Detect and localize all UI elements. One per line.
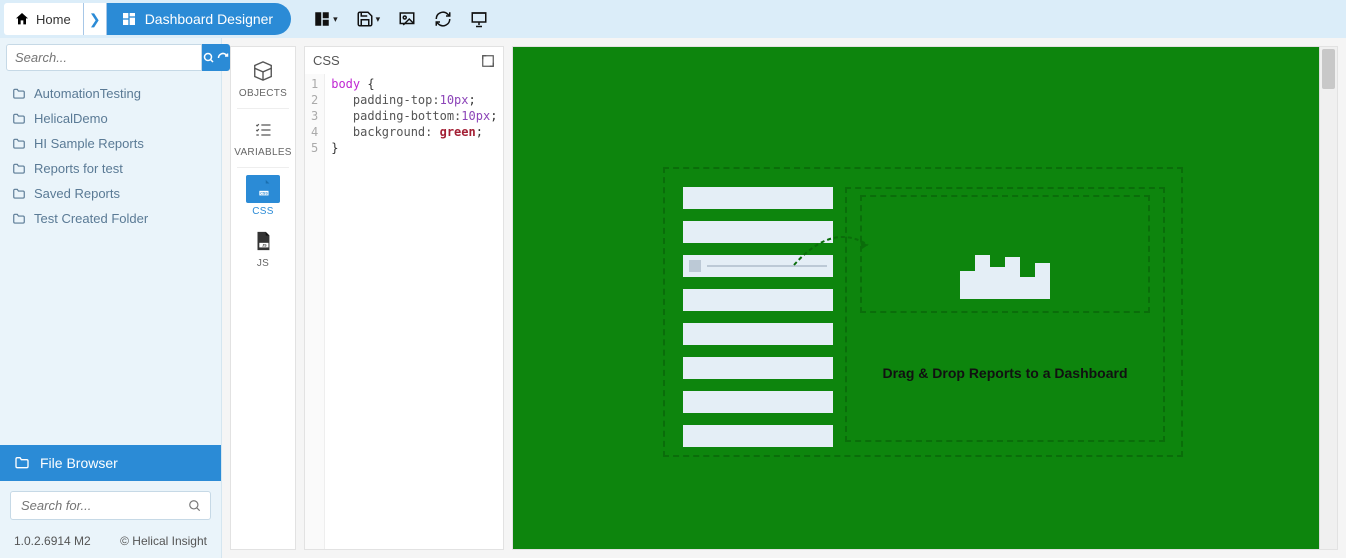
folder-icon	[12, 87, 26, 101]
tool-column: OBJECTS VARIABLES CSS CSS JS JS	[230, 46, 296, 550]
refresh-icon	[434, 10, 452, 28]
sidebar: AutomationTesting HelicalDemo HI Sample …	[0, 38, 222, 558]
folder-icon	[12, 212, 26, 226]
scrollbar-thumb[interactable]	[1322, 49, 1335, 89]
file-browser-label: File Browser	[40, 455, 118, 471]
chart-placeholder	[860, 195, 1150, 313]
editor-title: CSS	[313, 53, 340, 68]
folder-label: HI Sample Reports	[34, 136, 144, 151]
version-label: 1.0.2.6914 M2	[14, 534, 91, 548]
image-icon	[398, 10, 416, 28]
maximize-icon[interactable]	[481, 54, 495, 68]
css-tool[interactable]: CSS CSS	[231, 171, 295, 223]
svg-text:JS: JS	[262, 244, 267, 248]
save-icon	[356, 10, 374, 28]
divider	[237, 167, 288, 168]
objects-label: OBJECTS	[239, 88, 287, 99]
layout-button[interactable]: ▾	[313, 10, 338, 28]
folder-label: Test Created Folder	[34, 211, 148, 226]
folder-icon	[12, 162, 26, 176]
main-content: AutomationTesting HelicalDemo HI Sample …	[0, 38, 1346, 558]
toolbar: ▾ ▾	[313, 10, 488, 28]
folder-label: HelicalDemo	[34, 111, 108, 126]
svg-text:CSS: CSS	[260, 192, 268, 196]
folder-icon	[12, 137, 26, 151]
folder-item[interactable]: Reports for test	[0, 156, 221, 181]
folder-list: AutomationTesting HelicalDemo HI Sample …	[0, 77, 221, 445]
chevron-down-icon: ▾	[333, 14, 338, 25]
editor-body[interactable]: 1 2 3 4 5 body { padding-top:10px; paddi…	[305, 74, 503, 549]
list-row-placeholder	[683, 289, 833, 311]
version-row: 1.0.2.6914 M2 © Helical Insight	[0, 524, 221, 558]
css-file-icon: CSS	[246, 175, 280, 203]
layout-icon	[313, 10, 331, 28]
bottom-search-wrap	[0, 481, 221, 524]
present-button[interactable]	[470, 10, 488, 28]
sidebar-search-row	[0, 38, 221, 77]
list-row-placeholder	[683, 391, 833, 413]
js-file-icon: JS	[246, 227, 280, 255]
breadcrumb-separator: ❯	[83, 3, 107, 35]
breadcrumb-home[interactable]: Home	[4, 3, 83, 35]
objects-tool[interactable]: OBJECTS	[231, 53, 295, 105]
canvas-wrapper: Drag & Drop Reports to a Dashboard	[512, 46, 1338, 550]
folder-icon	[12, 187, 26, 201]
save-button[interactable]: ▾	[356, 10, 381, 28]
editor-header: CSS	[305, 47, 503, 74]
folder-label: Reports for test	[34, 161, 123, 176]
file-browser-search-input[interactable]	[10, 491, 211, 520]
dashboard-icon	[121, 11, 137, 27]
breadcrumb-current[interactable]: Dashboard Designer	[107, 3, 291, 35]
css-label: CSS	[252, 206, 273, 217]
folder-item[interactable]: AutomationTesting	[0, 81, 221, 106]
drop-zone-inner[interactable]: Drag & Drop Reports to a Dashboard	[845, 187, 1165, 442]
folder-icon	[12, 112, 26, 126]
presentation-icon	[470, 10, 488, 28]
sidebar-refresh-button[interactable]	[216, 44, 230, 71]
refresh-button[interactable]	[434, 10, 452, 28]
code-area[interactable]: body { padding-top:10px; padding-bottom:…	[325, 74, 503, 549]
variables-tool[interactable]: VARIABLES	[231, 112, 295, 164]
list-icon	[246, 116, 280, 144]
line-gutter: 1 2 3 4 5	[305, 74, 325, 549]
list-row-placeholder	[683, 357, 833, 379]
dashboard-canvas[interactable]: Drag & Drop Reports to a Dashboard	[513, 47, 1319, 549]
editor-panel: CSS 1 2 3 4 5 body { padding-top:10px; p…	[304, 46, 504, 550]
divider	[237, 108, 288, 109]
search-icon	[203, 52, 215, 64]
list-row-placeholder	[683, 323, 833, 345]
drop-zone-outer[interactable]: Drag & Drop Reports to a Dashboard	[663, 167, 1183, 457]
file-browser-header[interactable]: File Browser	[0, 445, 221, 481]
list-row-placeholder	[683, 187, 833, 209]
box-icon	[246, 57, 280, 85]
drop-zone-label: Drag & Drop Reports to a Dashboard	[882, 365, 1127, 381]
preview-button[interactable]	[398, 10, 416, 28]
folder-item[interactable]: Test Created Folder	[0, 206, 221, 231]
js-tool[interactable]: JS JS	[231, 223, 295, 275]
drag-arrow-icon	[792, 227, 872, 267]
sidebar-search-button[interactable]	[202, 44, 216, 71]
breadcrumb: Home ❯ Dashboard Designer	[4, 3, 291, 35]
folder-label: Saved Reports	[34, 186, 120, 201]
canvas-scrollbar[interactable]	[1319, 47, 1337, 549]
js-label: JS	[257, 258, 269, 269]
copyright-label: © Helical Insight	[120, 534, 207, 548]
folder-item[interactable]: HelicalDemo	[0, 106, 221, 131]
home-icon	[14, 11, 30, 27]
breadcrumb-current-label: Dashboard Designer	[145, 11, 273, 27]
list-row-placeholder	[683, 425, 833, 447]
variables-label: VARIABLES	[234, 147, 292, 158]
folder-item[interactable]: Saved Reports	[0, 181, 221, 206]
top-bar: Home ❯ Dashboard Designer ▾ ▾	[0, 0, 1346, 38]
bar-chart-placeholder	[960, 255, 1050, 299]
folder-icon	[14, 455, 30, 471]
refresh-icon	[217, 52, 229, 64]
home-label: Home	[36, 12, 71, 27]
chevron-down-icon: ▾	[376, 14, 381, 25]
sidebar-search-input[interactable]	[6, 44, 202, 71]
folder-label: AutomationTesting	[34, 86, 141, 101]
folder-item[interactable]: HI Sample Reports	[0, 131, 221, 156]
